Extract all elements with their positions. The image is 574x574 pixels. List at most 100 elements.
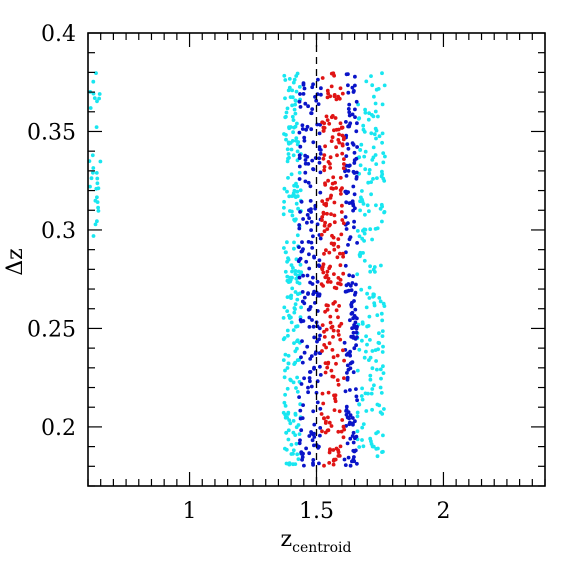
data-point-blue bbox=[348, 235, 353, 240]
data-point-cyan bbox=[360, 425, 365, 430]
data-point-red bbox=[328, 280, 333, 284]
data-point-red bbox=[332, 200, 337, 205]
data-point-cyan bbox=[380, 350, 385, 354]
data-point-cyan bbox=[293, 302, 298, 307]
data-point-red bbox=[334, 97, 339, 102]
data-point-blue bbox=[303, 101, 308, 106]
data-point-cyan bbox=[370, 349, 375, 353]
data-point-blue bbox=[311, 409, 316, 414]
data-point-cyan bbox=[370, 407, 374, 412]
data-point-cyan bbox=[365, 291, 369, 296]
data-point-cyan bbox=[372, 132, 377, 137]
data-point-blue bbox=[312, 443, 316, 448]
data-point-cyan bbox=[380, 318, 385, 323]
data-point-red bbox=[340, 418, 345, 422]
data-point-cyan bbox=[381, 433, 385, 438]
data-point-cyan bbox=[286, 410, 291, 415]
data-point-red bbox=[322, 335, 327, 339]
data-point-cyan bbox=[285, 328, 290, 333]
y-tick-label: 0.4 bbox=[41, 22, 76, 47]
data-point-blue bbox=[349, 304, 354, 309]
data-point-red bbox=[336, 244, 341, 249]
data-point-blue bbox=[309, 127, 314, 132]
data-point-cyan bbox=[358, 208, 362, 213]
data-point-red bbox=[323, 430, 328, 435]
data-point-blue bbox=[344, 120, 348, 124]
data-point-red bbox=[332, 408, 337, 412]
data-point-blue bbox=[352, 192, 357, 197]
data-point-blue bbox=[344, 174, 349, 178]
data-point-red bbox=[320, 199, 325, 204]
data-point-blue bbox=[348, 318, 352, 323]
data-point-red bbox=[336, 333, 341, 337]
data-point-blue bbox=[298, 92, 302, 96]
data-point-cyan bbox=[297, 170, 302, 175]
data-point-red bbox=[327, 121, 332, 126]
data-point-blue bbox=[349, 360, 354, 365]
data-point-blue bbox=[354, 394, 359, 399]
data-point-blue bbox=[310, 107, 315, 111]
data-point-cyan bbox=[289, 147, 294, 152]
data-point-cyan bbox=[283, 446, 287, 451]
data-point-cyan bbox=[361, 422, 366, 426]
data-point-cyan bbox=[366, 180, 371, 185]
data-point-red bbox=[322, 251, 326, 256]
data-point-blue bbox=[317, 156, 322, 161]
data-point-red bbox=[320, 215, 325, 219]
data-point-cyan bbox=[358, 250, 363, 255]
data-point-blue bbox=[353, 337, 358, 341]
data-point-cyan bbox=[383, 154, 387, 159]
data-point-cyan bbox=[97, 96, 101, 101]
data-point-blue bbox=[297, 245, 301, 250]
data-point-red bbox=[335, 255, 340, 260]
x-axis-title-subscript: centroid bbox=[292, 540, 351, 556]
data-point-blue bbox=[305, 220, 309, 225]
data-point-cyan bbox=[372, 383, 376, 388]
data-point-blue bbox=[350, 85, 355, 90]
data-point-red bbox=[339, 192, 343, 196]
data-point-cyan bbox=[285, 189, 289, 194]
data-point-cyan bbox=[289, 172, 294, 177]
data-point-cyan bbox=[283, 96, 287, 101]
data-point-cyan bbox=[285, 366, 290, 370]
data-point-cyan bbox=[375, 176, 379, 181]
data-point-red bbox=[325, 95, 330, 100]
data-point-cyan bbox=[291, 130, 295, 135]
data-point-cyan bbox=[364, 409, 369, 413]
data-point-cyan bbox=[361, 228, 365, 233]
data-point-cyan bbox=[290, 114, 295, 119]
data-point-blue bbox=[346, 90, 351, 95]
data-point-blue bbox=[346, 107, 351, 111]
data-point-cyan bbox=[288, 294, 293, 299]
data-point-blue bbox=[354, 326, 359, 331]
data-point-cyan bbox=[290, 88, 295, 93]
data-point-cyan bbox=[292, 125, 296, 130]
data-point-red bbox=[339, 429, 344, 434]
data-point-red bbox=[336, 329, 341, 333]
data-point-blue bbox=[350, 199, 355, 204]
data-point-red bbox=[334, 286, 339, 291]
data-point-red bbox=[333, 116, 338, 120]
data-point-blue bbox=[297, 395, 301, 399]
data-point-cyan bbox=[92, 96, 97, 100]
data-point-cyan bbox=[281, 358, 286, 362]
data-point-blue bbox=[312, 255, 317, 260]
data-point-cyan bbox=[291, 80, 296, 85]
data-point-cyan bbox=[290, 213, 295, 218]
data-point-cyan bbox=[363, 149, 368, 154]
data-point-blue bbox=[302, 376, 306, 381]
data-point-cyan bbox=[291, 462, 295, 467]
data-point-blue bbox=[311, 167, 315, 171]
data-point-red bbox=[334, 361, 338, 366]
data-point-blue bbox=[314, 290, 319, 295]
data-point-cyan bbox=[286, 361, 291, 366]
data-point-cyan bbox=[296, 206, 300, 211]
data-point-red bbox=[325, 197, 330, 202]
data-point-red bbox=[322, 416, 326, 420]
data-point-cyan bbox=[371, 155, 376, 160]
data-point-blue bbox=[299, 199, 304, 204]
data-point-cyan bbox=[291, 191, 296, 196]
data-point-blue bbox=[349, 288, 354, 293]
data-point-cyan bbox=[373, 109, 378, 114]
data-point-blue bbox=[309, 207, 313, 212]
